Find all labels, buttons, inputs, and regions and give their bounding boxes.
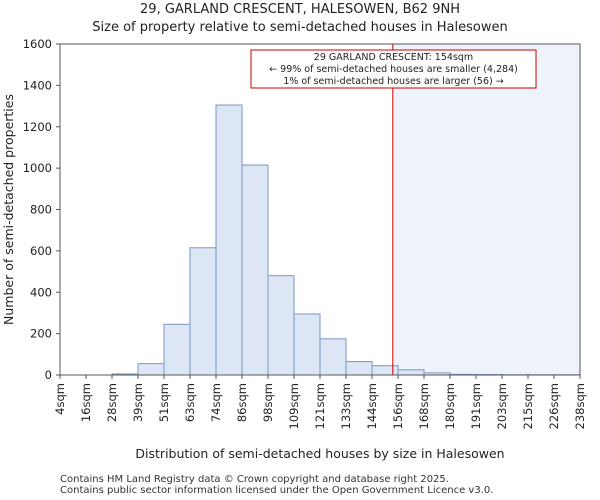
y-tick-label: 600 [30, 244, 52, 258]
bar-156sqm [397, 369, 425, 376]
x-tick-label: 180sqm [443, 383, 457, 429]
x-tick-label: 109sqm [287, 383, 301, 429]
annotation-box: 29 GARLAND CRESCENT: 154sqm ← 99% of sem… [250, 49, 537, 89]
y-tick-label: 1600 [23, 37, 52, 51]
annotation-line-3: 1% of semi-detached houses are larger (5… [283, 76, 503, 87]
x-tick-label: 156sqm [391, 383, 405, 429]
x-tick-label: 203sqm [495, 383, 509, 429]
annotation-border [250, 49, 537, 89]
x-tick-label: 4sqm [53, 383, 67, 415]
bar-109sqm [293, 313, 321, 376]
x-tick-label: 144sqm [365, 383, 379, 429]
bar-63sqm [189, 247, 217, 376]
x-tick-label: 121sqm [313, 383, 327, 429]
bar-39sqm [137, 363, 165, 376]
x-tick-label: 215sqm [521, 383, 535, 429]
x-axis-title: Distribution of semi-detached houses by … [135, 446, 504, 461]
bar-144sqm [371, 365, 399, 376]
x-tick-label: 28sqm [105, 383, 119, 422]
x-tick-label: 39sqm [131, 383, 145, 422]
y-axis-title: Number of semi-detached properties [1, 94, 16, 325]
x-tick-label: 63sqm [183, 383, 197, 422]
y-tick-label: 0 [45, 368, 52, 382]
y-tick-label: 1400 [23, 78, 52, 92]
x-tick-label: 133sqm [339, 383, 353, 429]
y-tick-label: 400 [30, 285, 52, 299]
bar-86sqm [241, 164, 269, 376]
bar-51sqm [163, 323, 191, 376]
x-tick-label: 98sqm [261, 383, 275, 422]
y-tick-label: 200 [30, 327, 52, 341]
chart-subtitle: Size of property relative to semi-detach… [92, 20, 508, 35]
y-tick-label: 800 [30, 203, 52, 217]
bar-98sqm [267, 275, 295, 376]
bar-74sqm [215, 104, 243, 376]
y-tick-label: 1000 [23, 161, 52, 175]
x-tick-label: 226sqm [547, 383, 561, 429]
footer-line-2: Contains public sector information licen… [60, 485, 494, 496]
footer-line-1: Contains HM Land Registry data © Crown c… [60, 474, 449, 485]
x-tick-label: 51sqm [157, 383, 171, 422]
bar-121sqm [319, 338, 347, 376]
x-tick-label: 238sqm [573, 383, 587, 429]
annotation-line-2: ← 99% of semi-detached houses are smalle… [269, 64, 518, 75]
x-tick-label: 86sqm [235, 383, 249, 422]
highlight-region [392, 44, 580, 375]
x-tick-label: 74sqm [209, 383, 223, 422]
chart-title: 29, GARLAND CRESCENT, HALESOWEN, B62 9NH [140, 2, 460, 17]
x-tick-label: 168sqm [417, 383, 431, 429]
annotation-line-1: 29 GARLAND CRESCENT: 154sqm [314, 52, 473, 63]
bar-133sqm [345, 361, 373, 376]
x-tick-label: 16sqm [79, 383, 93, 422]
x-tick-label: 191sqm [469, 383, 483, 429]
y-tick-label: 1200 [23, 120, 52, 134]
